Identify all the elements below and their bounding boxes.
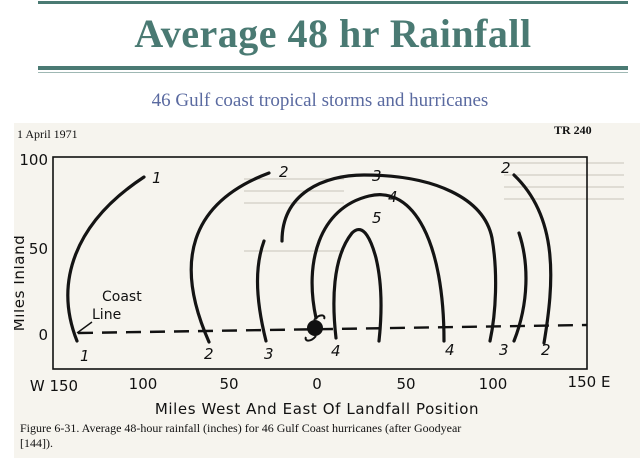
title-rule-bottom bbox=[38, 66, 628, 70]
label-1-bottom: 1 bbox=[80, 347, 90, 365]
label-5-top: 5 bbox=[372, 209, 382, 227]
label-4-center-bottom: 4 bbox=[331, 342, 341, 360]
label-4-east-bottom: 4 bbox=[445, 341, 455, 359]
y-tick-50: 50 bbox=[29, 240, 48, 258]
isohyet-3-west bbox=[255, 239, 268, 343]
label-3-west-bottom: 3 bbox=[264, 345, 274, 363]
x-tick-w50: 50 bbox=[219, 375, 238, 393]
isohyet-5-center bbox=[332, 228, 383, 343]
y-axis-label: Miles Inland bbox=[14, 235, 28, 332]
figure-caption-line2: [144]). bbox=[20, 436, 53, 450]
label-3-east-bottom: 3 bbox=[499, 341, 509, 359]
label-2-east-top: 2 bbox=[501, 159, 511, 177]
x-tick-e100: 100 bbox=[479, 375, 508, 393]
title-rule-thin bbox=[38, 72, 628, 73]
label-2-east-bottom: 2 bbox=[541, 341, 551, 359]
report-id: TR 240 bbox=[554, 123, 592, 137]
isohyet-4-center bbox=[310, 193, 446, 343]
isohyets bbox=[66, 171, 553, 345]
figure-caption-line1: Figure 6-31. Average 48-hour rainfall (i… bbox=[20, 421, 461, 435]
coast-label-line1: Coast bbox=[102, 289, 142, 305]
slide-subtitle: 46 Gulf coast tropical storms and hurric… bbox=[151, 90, 489, 111]
isohyet-2-east bbox=[512, 173, 553, 345]
isohyet-3-center bbox=[280, 173, 498, 343]
label-2-west-top: 2 bbox=[279, 163, 289, 181]
coast-pointer bbox=[76, 321, 93, 334]
label-1-top: 1 bbox=[152, 169, 162, 187]
y-tick-100: 100 bbox=[19, 151, 48, 169]
x-tick-w100: 100 bbox=[129, 375, 158, 393]
x-axis-label: Miles West And East Of Landfall Position bbox=[155, 400, 479, 418]
isohyet-1-north bbox=[512, 231, 528, 343]
label-2-west-bottom: 2 bbox=[204, 345, 214, 363]
label-4-top: 4 bbox=[388, 188, 398, 206]
rainfall-diagram: 1 April 1971 TR 240 Miles Inland 100 50 … bbox=[14, 123, 624, 450]
label-3-top: 3 bbox=[372, 167, 382, 185]
isohyet-1-west bbox=[66, 175, 146, 343]
coastline bbox=[77, 323, 588, 335]
figure-scan: 1 April 1971 TR 240 Miles Inland 100 50 … bbox=[14, 123, 640, 458]
isohyet-2-west bbox=[189, 171, 271, 344]
hurricane-symbol bbox=[304, 314, 326, 342]
page-bleed-through bbox=[244, 162, 624, 252]
x-tick-e150: 150 E bbox=[568, 373, 611, 391]
slide-title: Average 48 hr Rainfall bbox=[134, 11, 532, 56]
x-tick-w150: W 150 bbox=[30, 377, 78, 395]
coast-label-line2: Line bbox=[92, 307, 121, 323]
title-rule-top bbox=[38, 1, 628, 4]
report-date: 1 April 1971 bbox=[17, 127, 78, 141]
x-tick-0: 0 bbox=[312, 375, 322, 393]
plot-frame bbox=[52, 156, 588, 370]
y-tick-0: 0 bbox=[38, 326, 48, 344]
x-tick-e50: 50 bbox=[396, 375, 415, 393]
